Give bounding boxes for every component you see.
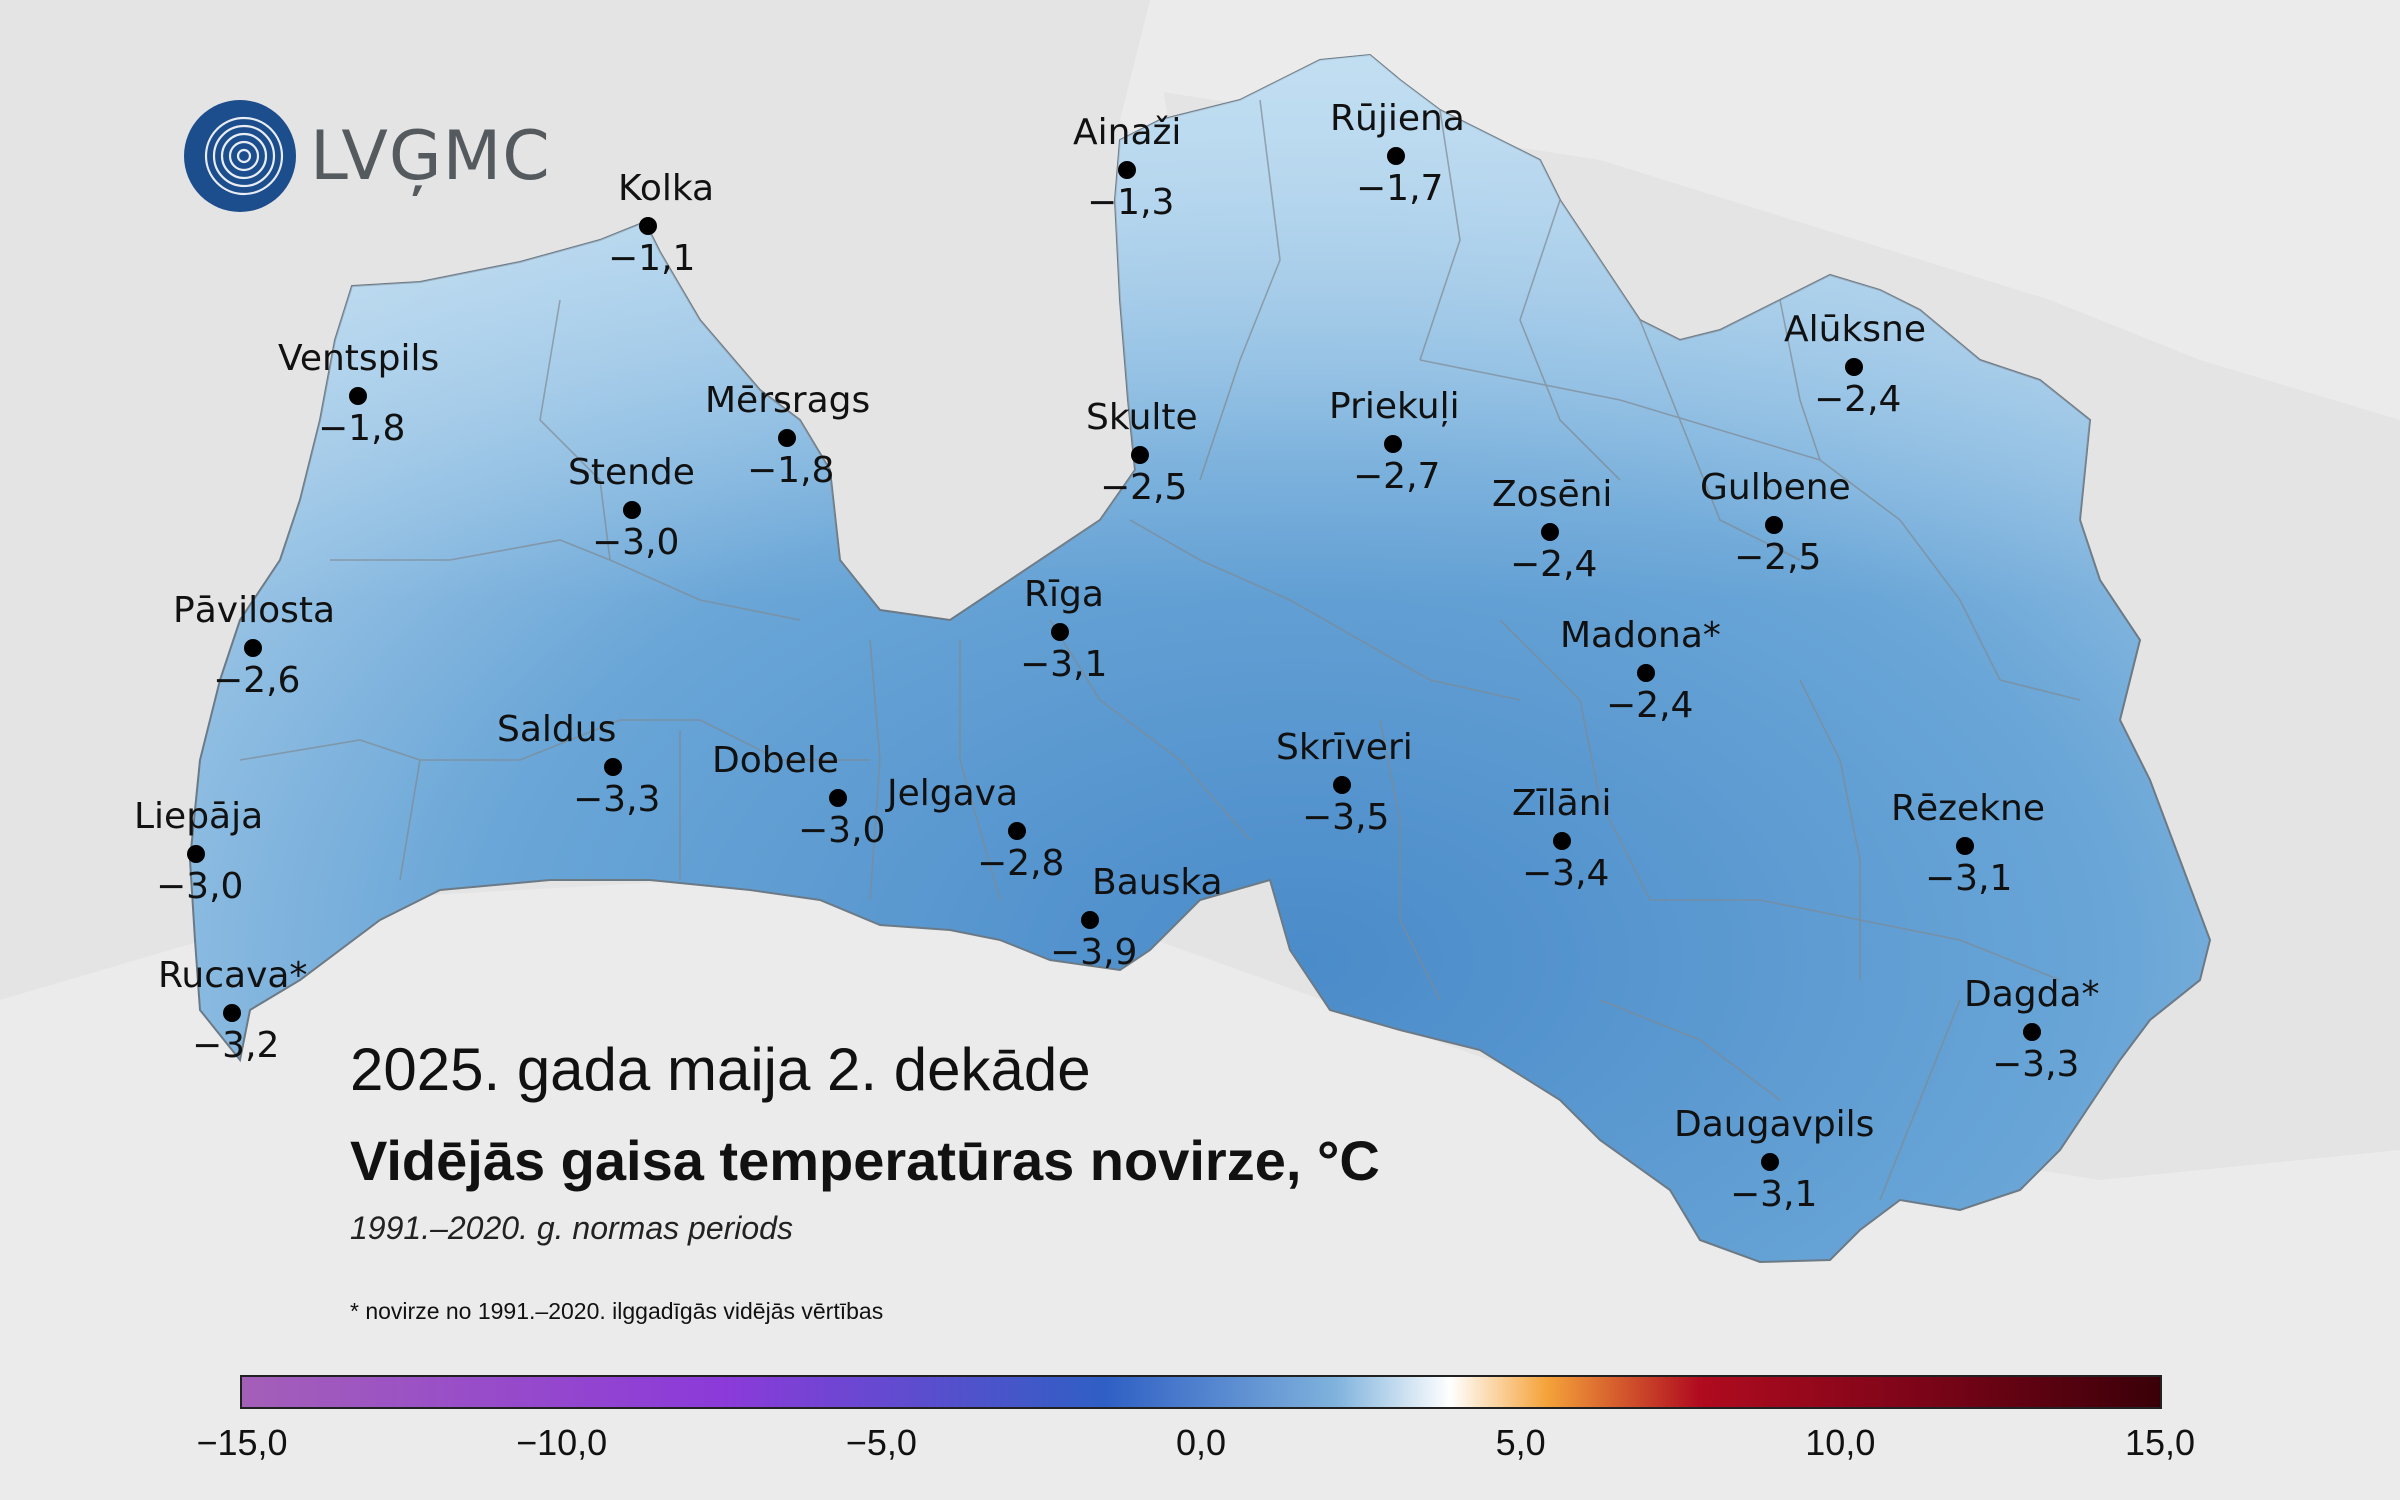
station-marker xyxy=(223,1004,241,1022)
station-marker xyxy=(1131,446,1149,464)
station-name: Dagda* xyxy=(1964,974,2100,1015)
station-name: Mērsrags xyxy=(705,380,871,421)
station-value: −3,3 xyxy=(1992,1044,2080,1085)
station-name: Saldus xyxy=(497,709,617,750)
station-name: Liepāja xyxy=(134,796,264,837)
station-name: Pāvilosta xyxy=(173,590,336,631)
station-value: −2,4 xyxy=(1606,685,1694,726)
station-marker xyxy=(1765,516,1783,534)
station-name: Jelgava xyxy=(887,773,1019,814)
station-value: −2,7 xyxy=(1353,456,1441,497)
station-value: −2,6 xyxy=(213,660,301,701)
colorbar xyxy=(240,1375,2162,1409)
station-value: −3,3 xyxy=(573,779,661,820)
station-name: Rēzekne xyxy=(1891,788,2046,829)
station-value: −2,5 xyxy=(1734,537,1822,578)
footnote: * novirze no 1991.–2020. ilggadīgās vidē… xyxy=(350,1298,884,1324)
station-value: −3,1 xyxy=(1020,644,1108,685)
station-marker xyxy=(244,639,262,657)
station-value: −3,1 xyxy=(1925,858,2013,899)
station-marker xyxy=(623,501,641,519)
station-marker xyxy=(1118,161,1136,179)
station-name: Rucava* xyxy=(158,955,308,996)
station-value: −1,8 xyxy=(747,450,835,491)
station-value: −3,0 xyxy=(156,866,244,907)
station-value: −1,7 xyxy=(1356,168,1444,209)
station-marker xyxy=(1761,1153,1779,1171)
station-name: Daugavpils xyxy=(1674,1104,1875,1145)
colorbar-tick-label: −15,0 xyxy=(196,1422,288,1463)
station-value: −1,1 xyxy=(608,238,696,279)
station-name: Madona* xyxy=(1560,615,1721,656)
station-marker xyxy=(1008,822,1026,840)
station-name: Kolka xyxy=(618,168,715,209)
station-name: Gulbene xyxy=(1700,467,1851,508)
logo-emblem-icon xyxy=(184,100,296,212)
station-marker xyxy=(1333,776,1351,794)
station-name: Ainaži xyxy=(1073,112,1182,153)
station-name: Zosēni xyxy=(1492,474,1613,515)
station-marker xyxy=(829,789,847,807)
station-value: −1,8 xyxy=(318,408,406,449)
station-marker xyxy=(1637,664,1655,682)
lvgmc-logo: LVĢMC xyxy=(184,100,551,212)
station-value: −3,0 xyxy=(798,810,886,851)
station-value: −3,0 xyxy=(592,522,680,563)
station-name: Dobele xyxy=(712,740,839,781)
station-value: −2,8 xyxy=(977,843,1065,884)
latvia-north-lightening xyxy=(190,55,2210,1262)
station-name: Zīlāni xyxy=(1512,783,1612,824)
station-value: −2,5 xyxy=(1100,467,1188,508)
station-marker xyxy=(778,429,796,447)
station-marker xyxy=(1845,358,1863,376)
colorbar-tick-label: 10,0 xyxy=(1805,1422,1876,1463)
station-marker xyxy=(639,217,657,235)
municipality-borders xyxy=(239,99,2081,1201)
logo-text: LVĢMC xyxy=(310,116,551,196)
station-marker xyxy=(1387,147,1405,165)
station-marker xyxy=(1051,623,1069,641)
station-marker xyxy=(1541,523,1559,541)
station-name: Skrīveri xyxy=(1276,727,1413,768)
station-value: −1,3 xyxy=(1087,182,1175,223)
colorbar-tick-label: −10,0 xyxy=(516,1422,608,1463)
station-marker xyxy=(1956,837,1974,855)
station-marker xyxy=(1384,435,1402,453)
neighbor-land-south xyxy=(0,880,2400,1500)
colorbar-tick-label: −5,0 xyxy=(845,1422,917,1463)
station-value: −3,5 xyxy=(1302,797,1390,838)
station-marker xyxy=(187,845,205,863)
colorbar-tick-label: 0,0 xyxy=(1175,1422,1227,1463)
station-name: Rīga xyxy=(1024,574,1104,615)
station-value: −3,4 xyxy=(1522,853,1610,894)
neighbor-land-estonia xyxy=(1150,0,2400,420)
station-name: Ventspils xyxy=(278,338,440,379)
station-value: −3,2 xyxy=(192,1025,280,1066)
colorbar-tick-label: 5,0 xyxy=(1495,1422,1546,1463)
station-value: −2,4 xyxy=(1814,379,1902,420)
station-marker xyxy=(1081,911,1099,929)
map-title: 2025. gada maija 2. dekāde xyxy=(350,1036,1091,1103)
station-name: Priekuļi xyxy=(1329,386,1460,427)
station-value: −3,9 xyxy=(1050,932,1138,973)
colorbar-tick-label: 15,0 xyxy=(2124,1422,2196,1463)
station-name: Stende xyxy=(568,452,695,493)
station-marker xyxy=(349,387,367,405)
normal-period: 1991.–2020. g. normas periods xyxy=(350,1210,793,1246)
station-name: Alūksne xyxy=(1784,309,1927,350)
station-marker xyxy=(2023,1023,2041,1041)
map-subtitle: Vidējās gaisa temperatūras novirze, °C xyxy=(350,1129,1380,1192)
station-name: Bauska xyxy=(1092,862,1223,903)
station-value: −2,4 xyxy=(1510,544,1598,585)
station-value: −3,1 xyxy=(1730,1174,1818,1215)
station-name: Skulte xyxy=(1086,397,1198,438)
station-name: Rūjiena xyxy=(1330,98,1465,139)
station-marker xyxy=(1553,832,1571,850)
station-marker xyxy=(604,758,622,776)
